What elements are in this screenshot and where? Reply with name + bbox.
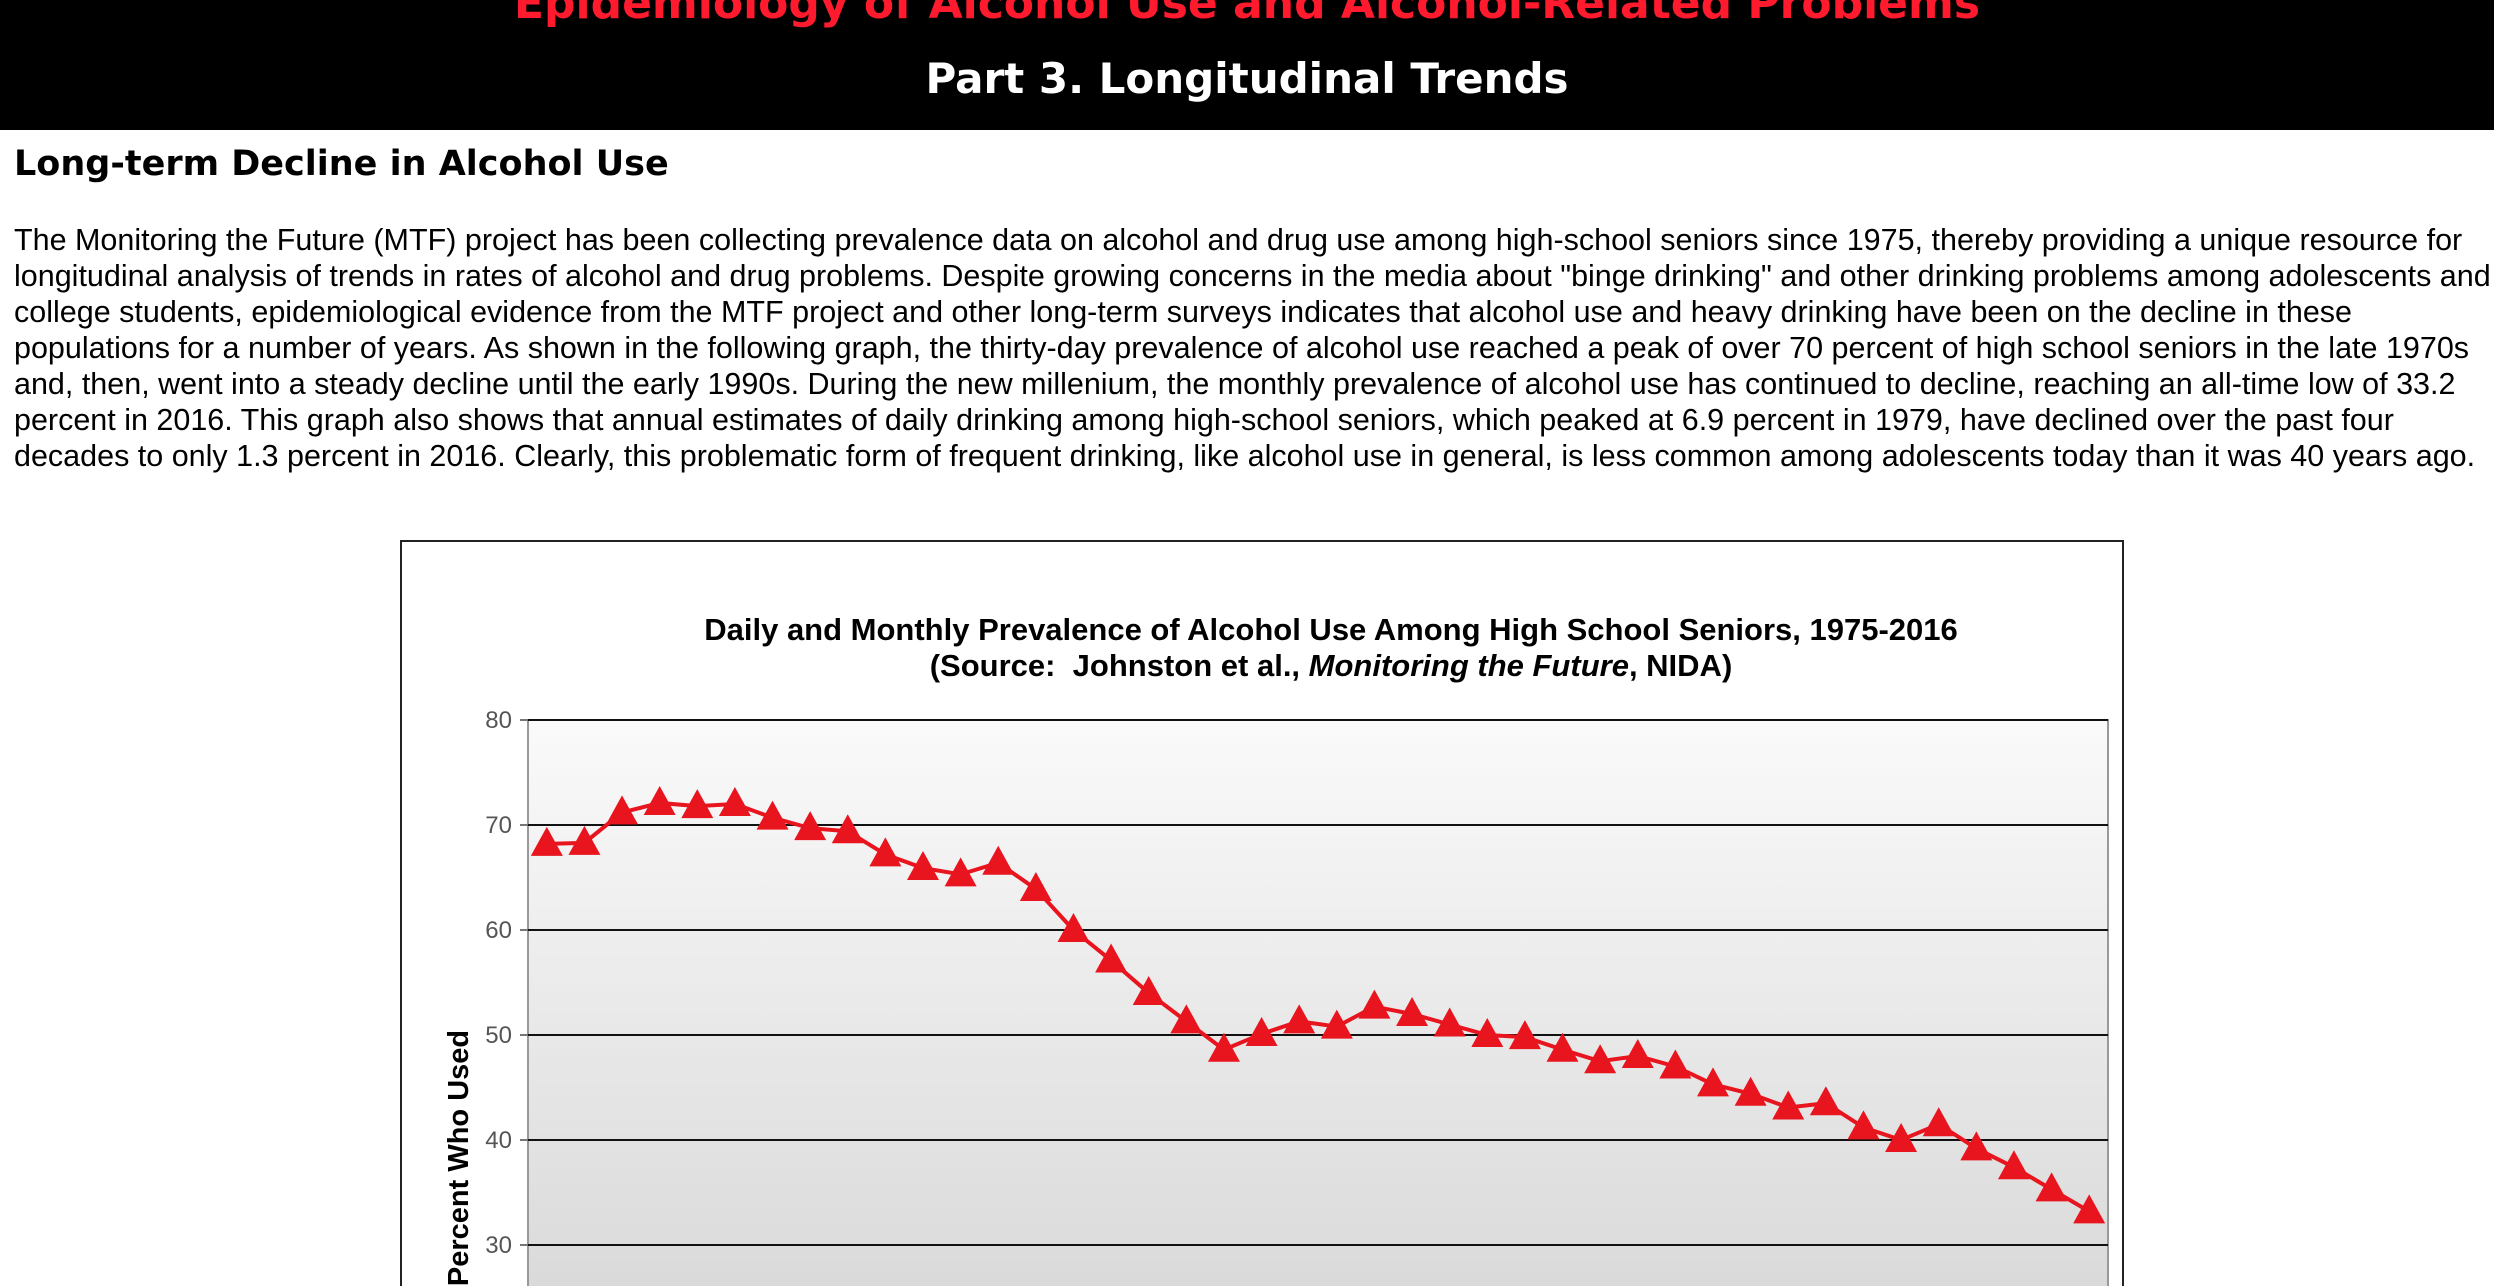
triangle-marker xyxy=(1019,872,1052,902)
triangle-marker xyxy=(1772,1090,1805,1120)
y-axis-label: Percent Who Used xyxy=(443,1030,475,1286)
triangle-marker xyxy=(756,800,789,830)
triangle-marker xyxy=(1508,1020,1541,1050)
triangle-marker xyxy=(1358,989,1391,1019)
triangle-marker xyxy=(1057,913,1090,942)
triangle-marker xyxy=(1170,1004,1203,1034)
triangle-marker xyxy=(907,851,939,881)
triangle-marker xyxy=(1245,1016,1278,1046)
y-tick-label: 80 xyxy=(485,707,512,734)
triangle-marker xyxy=(2073,1194,2106,1224)
triangle-marker xyxy=(1471,1018,1504,1047)
section-heading: Long-term Decline in Alcohol Use xyxy=(14,144,669,184)
y-tick-label: 40 xyxy=(485,1127,512,1154)
triangle-marker xyxy=(1659,1049,1692,1079)
chart-subtitle: (Source: Johnston et al., Monitoring the… xyxy=(930,648,1733,683)
triangle-marker xyxy=(2035,1172,2068,1202)
header: Epidemiology of Alcohol Use and Alcohol-… xyxy=(0,0,2494,130)
triangle-marker xyxy=(1207,1032,1240,1062)
paragraph: The Monitoring the Future (MTF) project … xyxy=(14,223,2491,473)
triangle-marker xyxy=(568,825,601,855)
y-tick-label: 30 xyxy=(485,1232,512,1259)
triangle-marker xyxy=(1847,1110,1880,1140)
triangle-marker xyxy=(1320,1009,1353,1039)
triangle-marker xyxy=(1922,1107,1955,1137)
triangle-marker xyxy=(1997,1150,2030,1180)
triangle-marker xyxy=(1283,1004,1316,1034)
subtitle-part: , NIDA) xyxy=(1629,648,1732,683)
triangle-marker xyxy=(794,811,827,841)
triangle-marker xyxy=(1546,1032,1579,1062)
triangle-marker xyxy=(1433,1007,1466,1037)
triangle-marker xyxy=(831,814,864,844)
y-tick-label: 60 xyxy=(485,917,512,944)
site-subtitle: Part 3. Longitudinal Trends xyxy=(925,54,1569,103)
triangle-marker xyxy=(1885,1123,1918,1152)
triangle-marker xyxy=(869,837,902,867)
triangle-marker xyxy=(643,785,676,815)
triangle-marker xyxy=(982,845,1015,875)
triangle-marker xyxy=(530,826,563,856)
triangle-marker xyxy=(1621,1039,1654,1068)
triangle-marker xyxy=(718,787,751,816)
triangle-marker xyxy=(1584,1044,1617,1074)
triangle-marker xyxy=(1396,997,1429,1026)
chart-title: Daily and Monthly Prevalence of Alcohol … xyxy=(704,612,1958,647)
triangle-marker xyxy=(681,789,714,819)
triangle-marker xyxy=(1132,976,1165,1005)
y-tick-label: 50 xyxy=(485,1022,512,1049)
subtitle-part: (Source: Johnston et al., xyxy=(930,648,1309,683)
triangle-marker xyxy=(1095,943,1128,973)
triangle-marker xyxy=(1960,1131,1993,1161)
triangle-marker xyxy=(944,857,977,887)
subtitle-part: Monitoring the Future xyxy=(1309,648,1629,683)
site-title: Epidemiology of Alcohol Use and Alcohol-… xyxy=(513,0,1981,29)
triangle-marker xyxy=(1734,1076,1767,1106)
plot-background xyxy=(527,719,2109,1286)
triangle-marker xyxy=(1809,1086,1842,1116)
triangle-marker xyxy=(1697,1067,1729,1097)
y-tick-label: 70 xyxy=(485,812,512,839)
triangle-marker xyxy=(606,795,639,825)
